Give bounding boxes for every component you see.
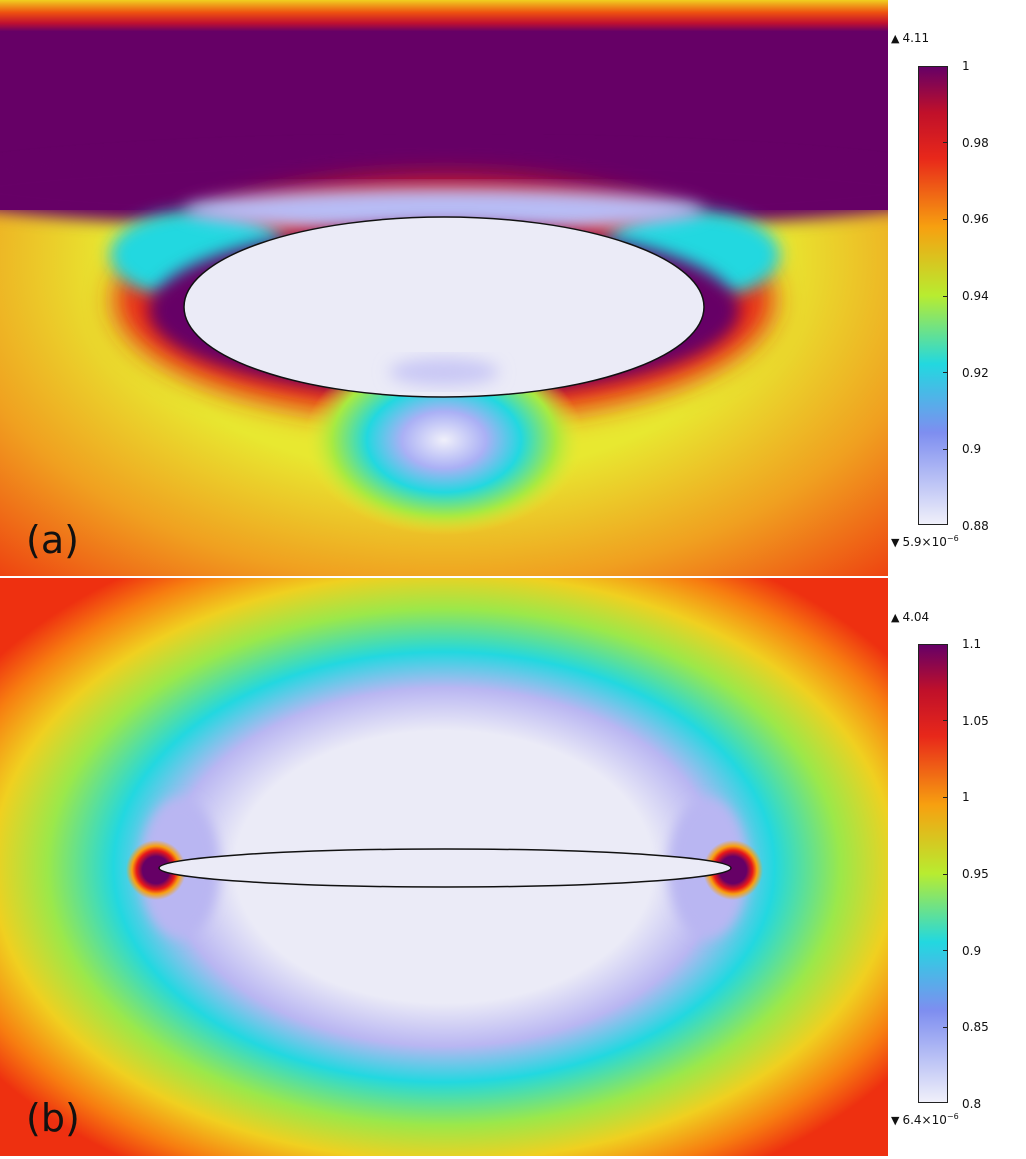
tick-label-a-1: 0.98 [962,136,989,150]
inner-spot [389,358,499,386]
tickmark-a-1 [943,142,948,143]
tickmark-a-3 [943,296,948,297]
tick-label-a-0: 1 [962,59,970,73]
tick-label-a-2: 0.96 [962,212,989,226]
panel-label-a: (a) [26,518,79,562]
up-triangle-icon: ▲ [891,611,900,624]
thin-ellipse-inclusion [158,848,732,888]
min-value-base-b: 6.4×10 [902,1113,947,1127]
field-plot-a [0,0,1026,576]
up-triangle-icon: ▲ [891,32,900,45]
legend-area [888,0,1026,576]
down-triangle-icon: ▼ [891,536,900,549]
left-tip-spot [126,840,186,900]
min-value-exp-b: −6 [946,1112,959,1121]
tick-label-b-2: 1 [962,790,970,804]
tick-label-a-6: 0.88 [962,519,989,533]
tickmark-a-2 [943,219,948,220]
panel-b: (b) ▲ 4.04 1.1 1.05 1 0.95 0.9 0.85 0.8 ▼… [0,578,1026,1156]
min-value-b: ▼ 6.4×10−6 [891,1112,959,1127]
panel-label-b: (b) [26,1096,80,1140]
top-lobe [184,188,704,232]
min-value-a: ▼ 5.9×10−6 [891,534,959,549]
max-value-a: ▲ 4.11 [891,31,929,45]
tickmark-a-4 [943,372,948,373]
tick-label-b-5: 0.85 [962,1020,989,1034]
tickmark-b-4 [943,950,948,951]
min-value-exp-a: −6 [946,534,959,543]
tick-label-a-5: 0.9 [962,442,982,456]
right-tip-spot [703,840,763,900]
tickmark-a-5 [943,449,948,450]
tick-label-b-3: 0.95 [962,867,989,881]
max-value-b: ▲ 4.04 [891,610,929,624]
tick-label-b-0: 1.1 [962,637,982,651]
tick-label-a-4: 0.92 [962,366,989,380]
ellipse-inclusion [183,216,705,398]
tick-label-b-6: 0.8 [962,1097,982,1111]
down-triangle-icon: ▼ [891,1114,900,1127]
tick-label-a-3: 0.94 [962,289,989,303]
tick-label-b-1: 1.05 [962,714,989,728]
min-value-base-a: 5.9×10 [902,535,947,549]
field-plot-b [0,578,1026,1156]
panel-divider [0,576,888,578]
panel-a: (a) ▲ 4.11 1 0.98 0.96 0.94 0.92 0.9 0.88… [0,0,1026,576]
tickmark-b-2 [943,797,948,798]
max-value-text-a: 4.11 [902,31,930,45]
legend-area-b [888,578,1026,1156]
tickmark-b-3 [943,874,948,875]
tick-label-b-4: 0.9 [962,944,982,958]
tickmark-b-5 [943,1027,948,1028]
tickmark-b-1 [943,720,948,721]
max-value-text-b: 4.04 [902,610,930,624]
